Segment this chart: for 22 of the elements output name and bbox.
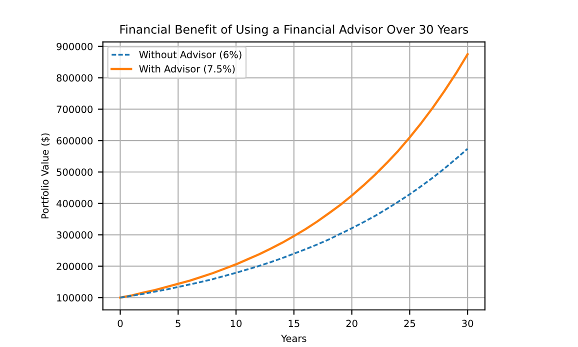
- y-tick-label: 700000: [56, 106, 93, 114]
- x-axis-title: Years: [281, 334, 306, 342]
- y-axis-title: Portfolio Value ($): [41, 133, 50, 218]
- y-tick-label: 100000: [57, 294, 93, 302]
- x-tick-label: 10: [230, 320, 242, 328]
- y-tick-label: 800000: [56, 74, 93, 82]
- x-tick-label: 5: [176, 320, 180, 328]
- chart-title: Financial Benefit of Using a Financial Advisor Over 30 Years: [120, 24, 468, 36]
- y-tick-label: 300000: [56, 231, 93, 239]
- x-tick-label: 15: [288, 320, 300, 328]
- x-tick-label: 20: [346, 320, 358, 328]
- y-tick-label: 500000: [56, 168, 93, 176]
- x-tick-label: 0: [118, 320, 123, 328]
- legend-label: Without Advisor (6%): [139, 50, 242, 60]
- line-series: [119, 148, 468, 299]
- y-tick-label: 900000: [56, 42, 93, 50]
- y-tick-label: 200000: [56, 262, 93, 270]
- legend-label: With Advisor (7.5%): [139, 65, 235, 74]
- x-tick-label: 25: [404, 320, 416, 328]
- x-tick-label: 30: [462, 320, 474, 328]
- y-tick-label: 400000: [56, 200, 93, 208]
- y-tick-label: 600000: [56, 137, 93, 144]
